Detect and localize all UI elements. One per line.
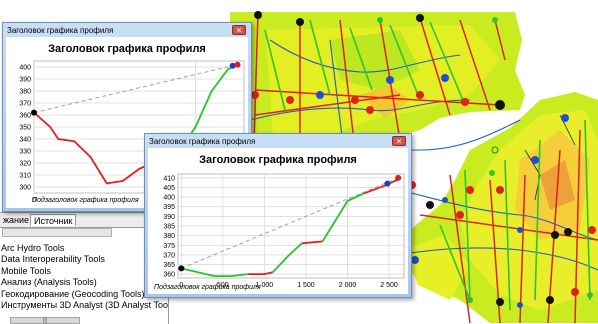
x-tick-label: 1 000 — [256, 282, 274, 289]
y-tick-label: 310 — [19, 173, 31, 180]
horizontal-scrollbar[interactable] — [2, 228, 112, 237]
toolbox-item[interactable]: Анализ (Analysis Tools) — [1, 277, 97, 288]
y-tick-label: 385 — [163, 224, 175, 231]
x-tick-label: 500 — [217, 282, 229, 289]
profile-point — [31, 109, 37, 116]
tab-source[interactable]: Источник — [30, 214, 77, 226]
y-tick-label: 320 — [19, 161, 31, 168]
y-tick-label: 410 — [163, 175, 175, 182]
profile-point — [384, 180, 391, 187]
y-tick-label: 370 — [163, 252, 175, 259]
y-tick-label: 380 — [163, 233, 175, 240]
profile-point — [395, 174, 402, 181]
toolbox-list: Arc Hydro Tools Data Interoperability To… — [1, 243, 168, 311]
y-tick-label: 360 — [163, 272, 175, 279]
toolbox-item[interactable]: Mobile Tools — [1, 265, 51, 276]
chart-title: Заголовок графика профиля — [199, 154, 357, 166]
chart-subtitle: Подзаголовок графика профиля — [154, 284, 261, 291]
toolbox-item[interactable]: Инструменты 3D Analyst (3D Analyst Tools… — [1, 299, 168, 310]
profile-point — [234, 61, 241, 68]
y-tick-label: 365 — [163, 262, 175, 269]
profile-point — [178, 265, 185, 272]
y-tick-label: 405 — [163, 185, 175, 192]
y-tick-label: 400 — [19, 65, 31, 72]
catchment-area — [360, 85, 410, 118]
toolbox-panel: жание Источник Arc Hydro Tools Data Inte… — [0, 212, 169, 324]
x-tick-label: 2 500 — [380, 282, 398, 289]
profile-line-segment — [33, 111, 148, 185]
tab-contents[interactable]: жание — [3, 215, 30, 225]
y-tick-label: 370 — [19, 101, 31, 108]
toolbox-item[interactable]: Arc Hydro Tools — [1, 243, 65, 253]
profile-line-segment — [272, 242, 303, 273]
window-body: Заголовок графика профиля 410 405 400 395 39… — [148, 148, 408, 294]
profile-chart: 410 405 400 395 390 385 380 375 370 365 360 0 500 1 0… — [163, 173, 405, 289]
close-icon[interactable]: ✕ — [232, 25, 246, 35]
profile-line-segment — [181, 267, 248, 277]
y-tick-label: 390 — [19, 77, 31, 84]
toolbox-item[interactable]: Геокодирование (Geocoding Tools) — [1, 288, 145, 299]
panel-tabs: жание Источник — [0, 213, 168, 228]
y-tick-label: 395 — [163, 204, 175, 211]
close-icon[interactable]: ✕ — [392, 136, 406, 146]
profile-graph-window-2[interactable]: Заголовок графика профиля ✕ Заголовок гр… — [144, 133, 412, 298]
x-tick-label: 0 — [32, 197, 36, 204]
x-tick-label: 0 — [179, 282, 183, 289]
x-tick-label: 1 500 — [297, 282, 315, 289]
toolbox-item[interactable]: Data Interoperability Tools — [1, 254, 105, 265]
x-tick-label: 2 000 — [339, 282, 357, 289]
profile-line-segment — [301, 240, 323, 245]
y-tick-label: 350 — [19, 125, 31, 132]
y-tick-label: 300 — [19, 185, 31, 192]
y-tick-label: 400 — [163, 195, 175, 202]
y-tick-label: 330 — [19, 149, 31, 156]
window-title: Заголовок графика профиля — [149, 137, 256, 146]
y-tick-label: 375 — [163, 243, 175, 250]
profile-point — [229, 62, 236, 69]
y-tick-label: 390 — [163, 214, 175, 221]
y-tick-label: 340 — [19, 137, 31, 144]
chart-subtitle: Подзаголовок графика профиля — [32, 197, 139, 204]
profile-line-segment — [321, 192, 365, 242]
window-title: Заголовок графика профиля — [7, 26, 114, 35]
profile-line-segment — [247, 271, 273, 275]
y-tick-label: 360 — [19, 113, 31, 120]
y-tick-label: 380 — [19, 89, 31, 96]
profile-line-segment — [363, 178, 398, 195]
chart-title: Заголовок графика профиля — [48, 43, 206, 55]
